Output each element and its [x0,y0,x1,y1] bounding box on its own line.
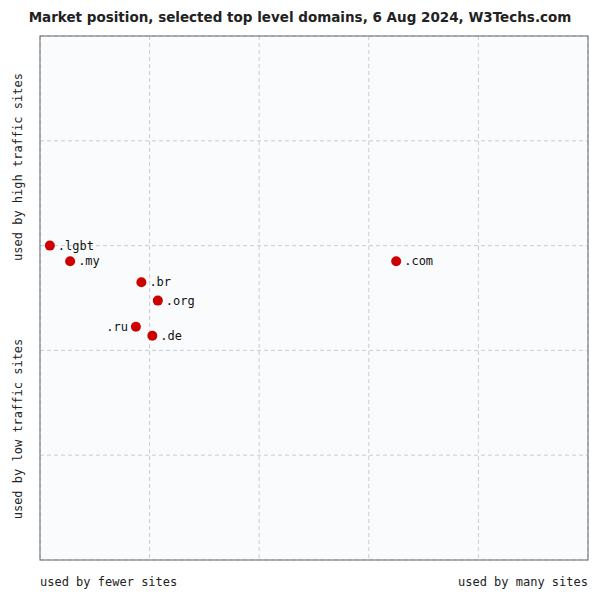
point-label: .my [78,254,100,268]
grid-line-x [259,36,260,560]
point-label: .lgbt [58,239,94,253]
title: Market position, selected top level doma… [29,9,572,25]
point [147,331,157,341]
point [131,322,141,332]
grid-line-y [40,455,588,456]
x-label-left: used by fewer sites [40,575,177,589]
point-label: .br [149,275,171,289]
plot-frame [40,36,588,560]
y-label-bottom: used by low traffic sites [11,339,25,520]
point [45,241,55,251]
grid-line-y [40,245,588,246]
y-label-top: used by high traffic sites [11,73,25,261]
grid-line-x [478,36,479,560]
grid-line-y [40,140,588,141]
point-label: .de [160,329,182,343]
point [65,256,75,266]
plot-area [40,36,588,560]
grid-line-x [149,36,150,560]
point [136,277,146,287]
point-labels: .lgbt.my .br .org .ru .de .com [58,239,433,343]
points [45,241,401,341]
point-label: .org [166,294,195,308]
grid [40,36,588,560]
grid-line-x [368,36,369,560]
chart: .lgbt.my .br .org .ru .de .com Market position… [0,0,600,600]
point-label: .ru [106,320,128,334]
grid-line-y [40,350,588,351]
point-label: .com [404,254,433,268]
point [391,256,401,266]
point [153,296,163,306]
x-label-right: used by many sites [458,575,588,589]
